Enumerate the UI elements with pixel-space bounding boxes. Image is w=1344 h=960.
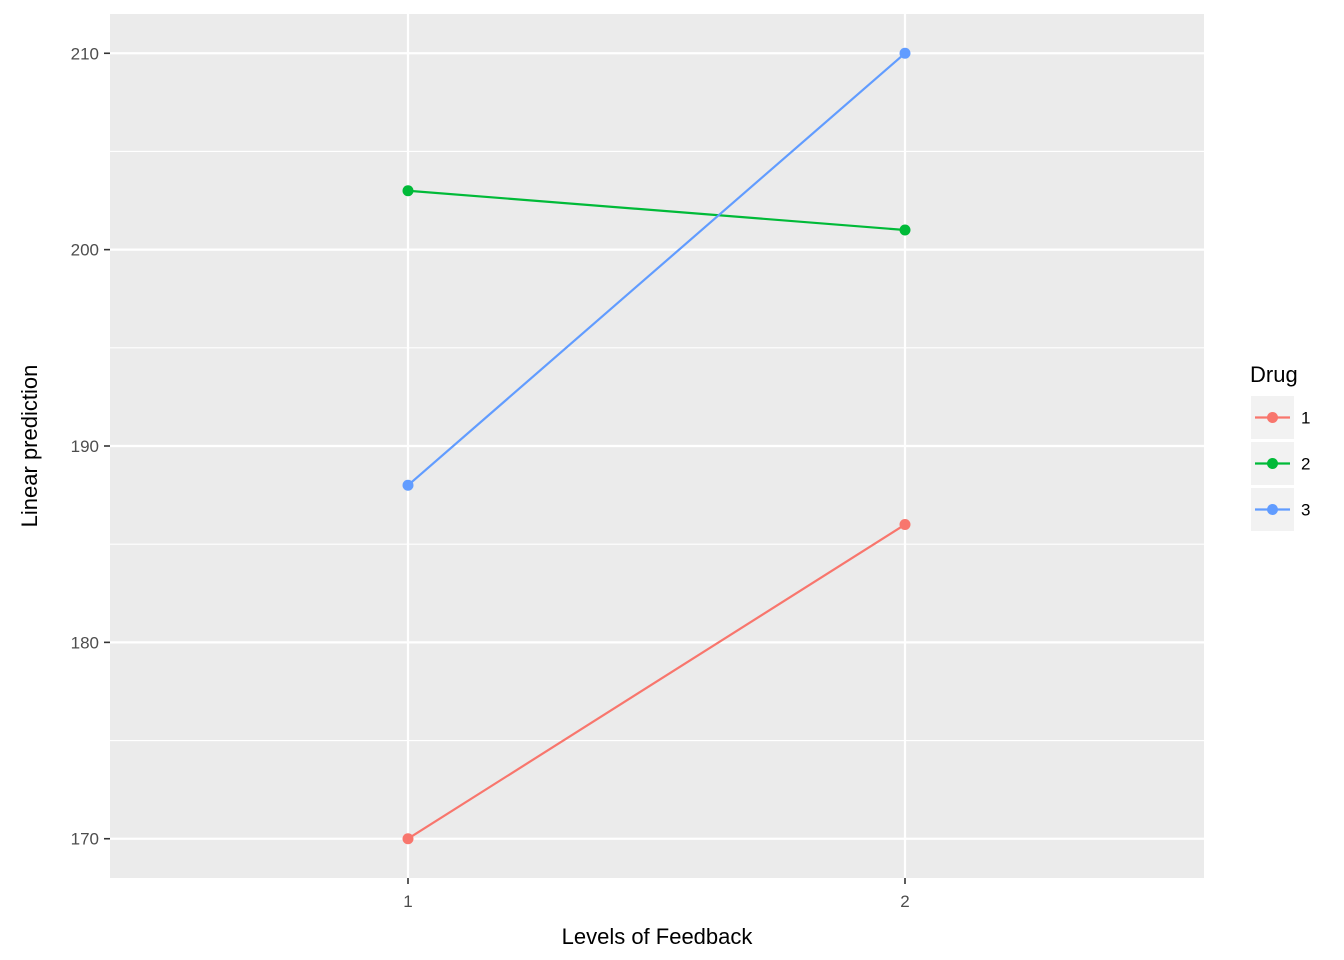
legend-title: Drug [1250,362,1298,387]
series-line-drug-3 [407,52,906,487]
axis-ticks [104,52,906,884]
major-gridlines [110,14,1204,878]
legend-label: 3 [1301,501,1310,520]
x-tick-label: 2 [900,892,909,911]
data-point-drug-2 [899,224,911,236]
data-point-drug-2 [402,185,414,197]
data-point-drug-3 [899,47,911,59]
legend-label: 2 [1301,455,1310,474]
data-point-drug-3 [402,479,414,491]
series-points [402,47,911,845]
y-tick-label: 200 [71,241,99,260]
y-tick-label: 190 [71,437,99,456]
y-axis-title: Linear prediction [17,365,42,528]
series-line-drug-1 [407,523,906,840]
legend-key-point [1267,504,1278,515]
y-tick-label: 180 [71,633,99,652]
legend-key-point [1267,458,1278,469]
x-axis-title: Levels of Feedback [562,924,754,949]
legend-label: 1 [1301,409,1310,428]
data-point-drug-1 [402,833,414,845]
y-tick-label: 210 [71,44,99,63]
y-tick-label: 170 [71,830,99,849]
legend: Drug 1 2 3 [1250,362,1310,531]
y-axis-tick-labels: 170 180 190 200 210 [71,44,99,848]
minor-gridlines [110,150,1204,742]
legend-key-point [1267,412,1278,423]
series-line-drug-2 [407,189,906,232]
x-tick-label: 1 [403,892,412,911]
data-point-drug-1 [899,519,911,531]
series-lines [407,52,906,840]
